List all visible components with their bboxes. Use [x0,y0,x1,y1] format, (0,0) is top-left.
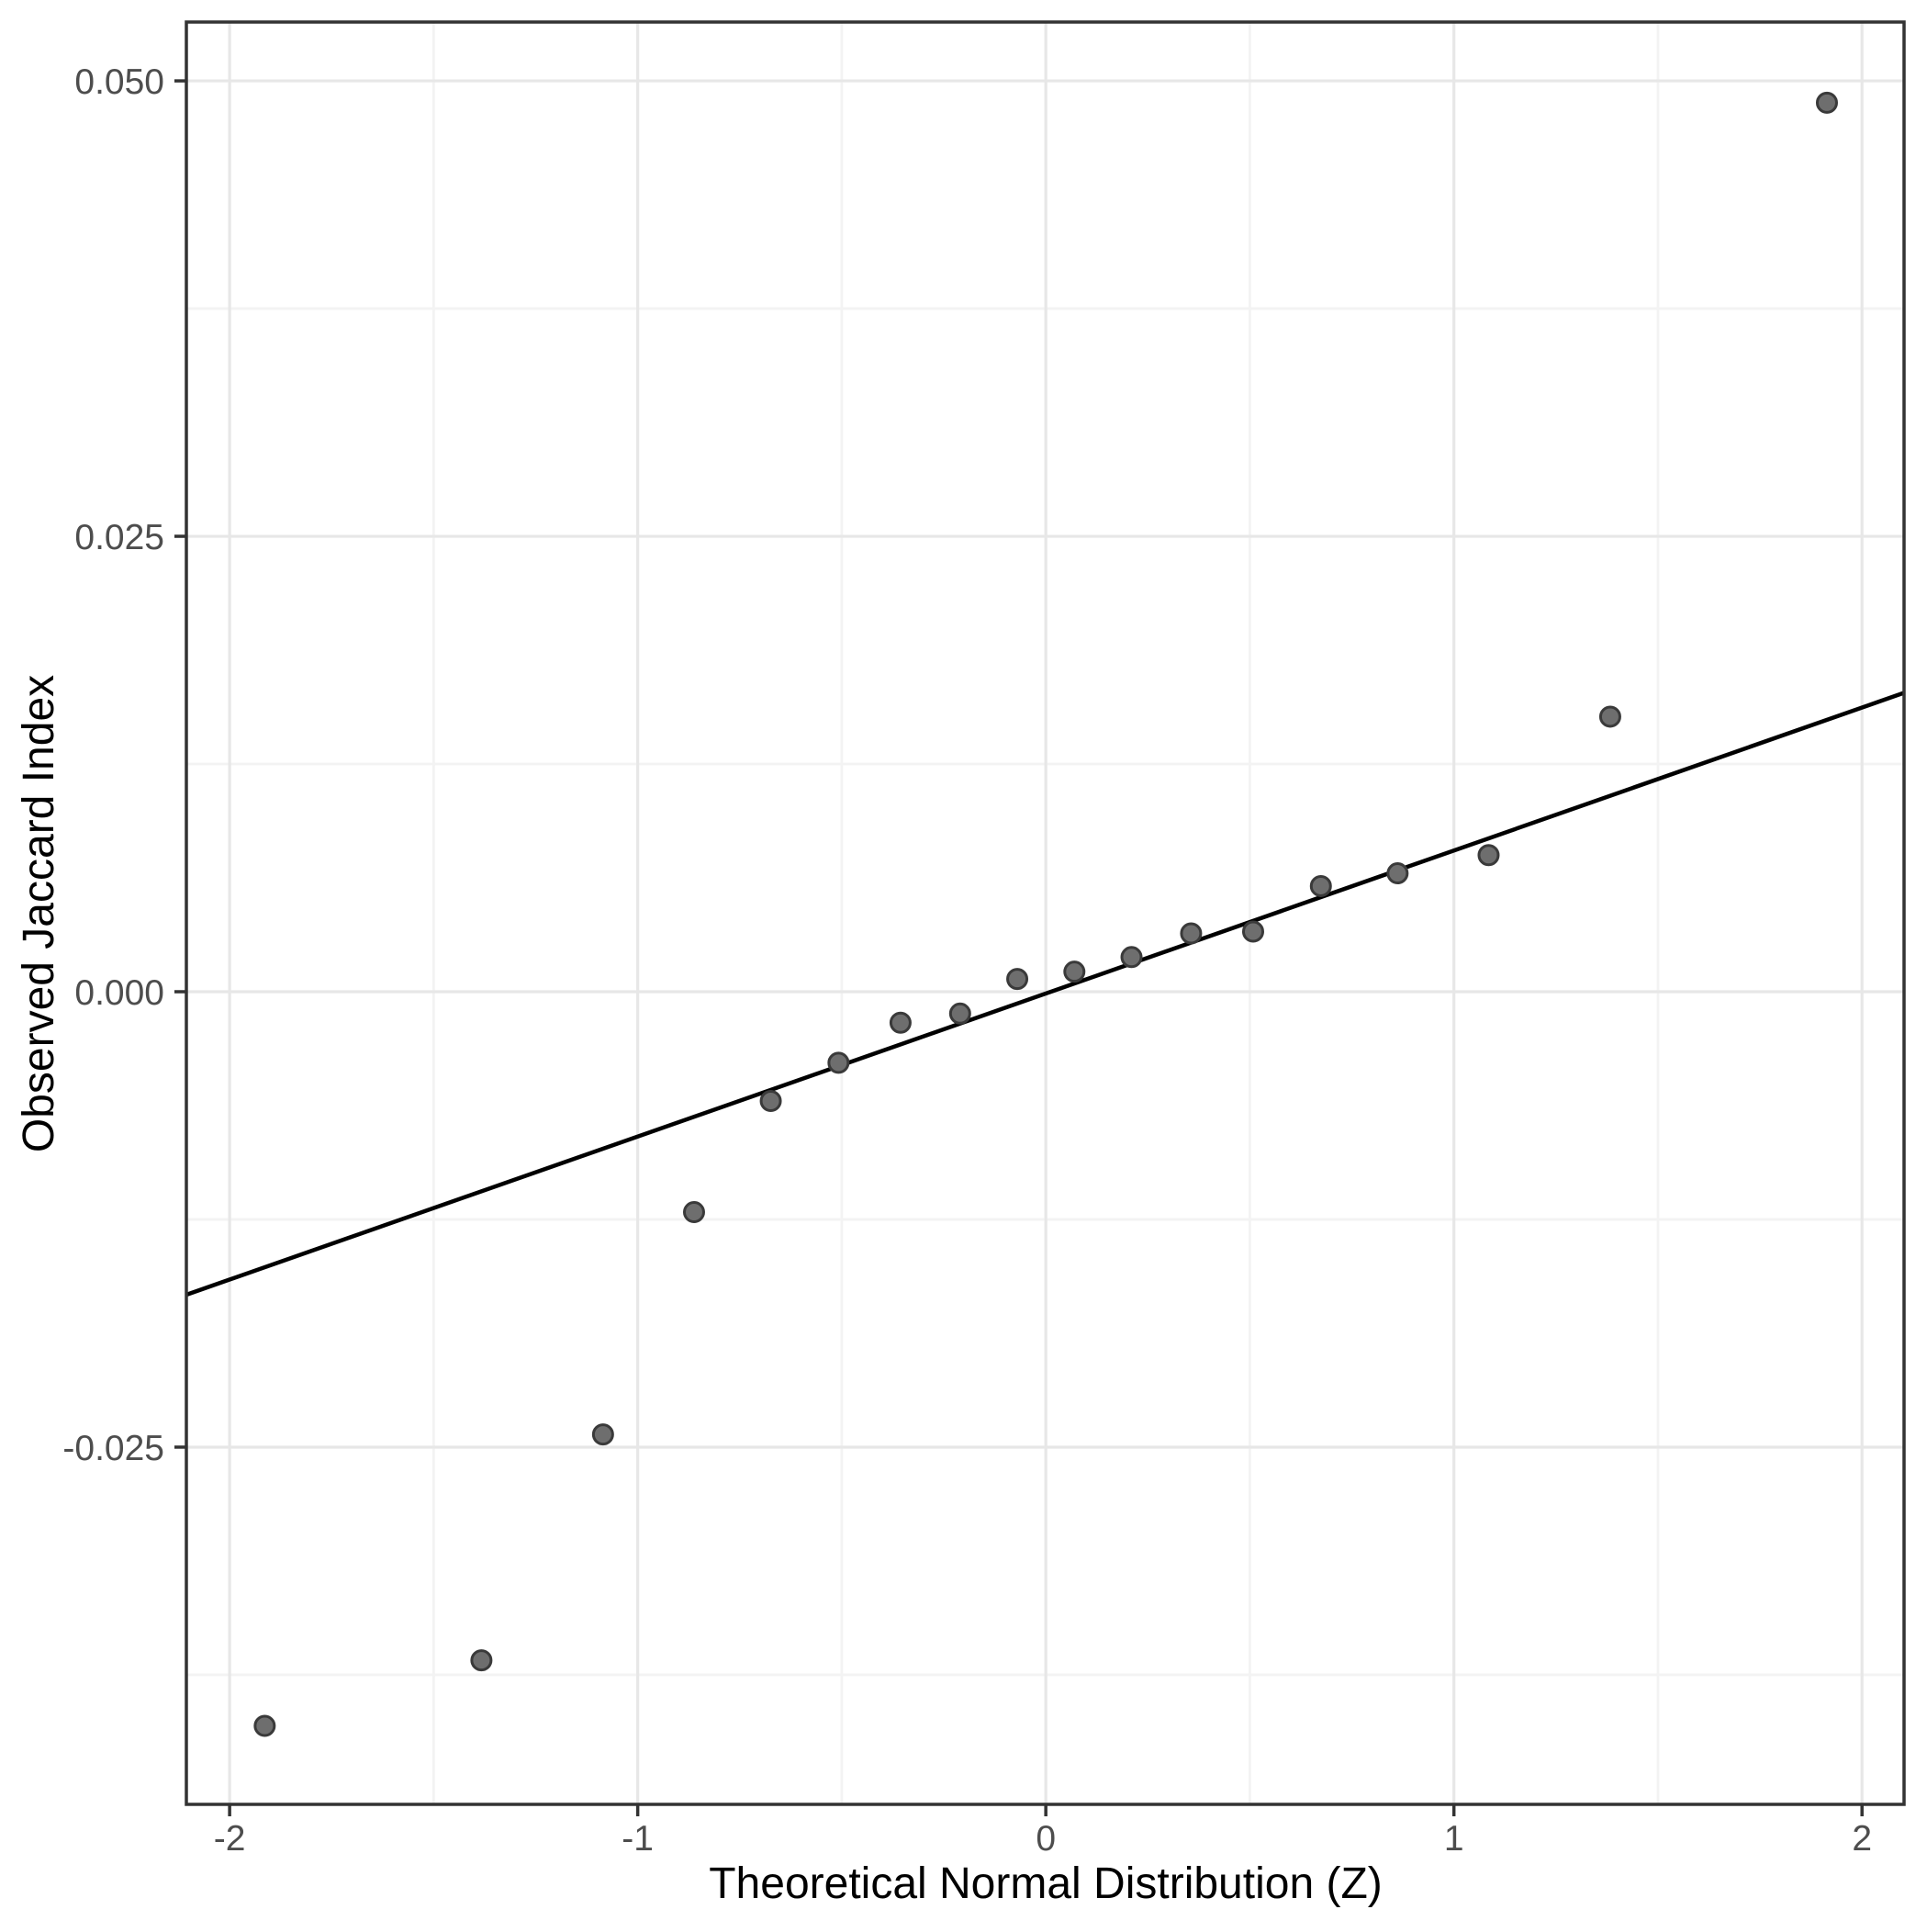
gridlines-major [186,22,1904,1804]
data-point [591,1423,614,1446]
data-point [1063,960,1086,983]
data-points [253,91,1838,1737]
x-axis-tick-label: -2 [214,1819,246,1859]
x-axis-tick-label: 1 [1444,1819,1464,1859]
y-axis-tick-label: -0.025 [62,1429,164,1468]
data-point [1241,920,1264,943]
x-axis-tick-label: 2 [1852,1819,1872,1859]
y-axis-title: Observed Jaccard Index [15,675,63,1152]
data-point [1309,874,1332,897]
data-point [1815,91,1838,114]
data-point [470,1649,493,1672]
qq-line [185,691,1905,1297]
data-point [1598,705,1621,728]
data-point [1477,844,1500,867]
data-point [682,1201,705,1224]
data-point [759,1090,782,1113]
data-point [889,1011,912,1034]
x-axis-tick-label: -1 [622,1819,654,1859]
data-point [1006,968,1029,991]
data-point [1120,946,1143,969]
y-axis-tick-label: 0.000 [74,973,164,1013]
data-point [827,1051,850,1074]
x-axis-tick-label: 0 [1036,1819,1056,1859]
data-point [1180,922,1203,945]
data-point [253,1714,276,1737]
axis-tick-marks [174,79,1864,1816]
data-point [948,1002,971,1025]
axis-tick-labels: -2 -1 0 1 2 0.050 0.025 0.000 -0.025 [62,62,1872,1859]
y-axis-tick-label: 0.050 [74,62,164,102]
data-point [1386,862,1409,885]
x-axis-title: Theoretical Normal Distribution (Z) [709,1859,1383,1908]
qq-reference-line [185,691,1905,1297]
y-axis-tick-label: 0.025 [74,518,164,557]
